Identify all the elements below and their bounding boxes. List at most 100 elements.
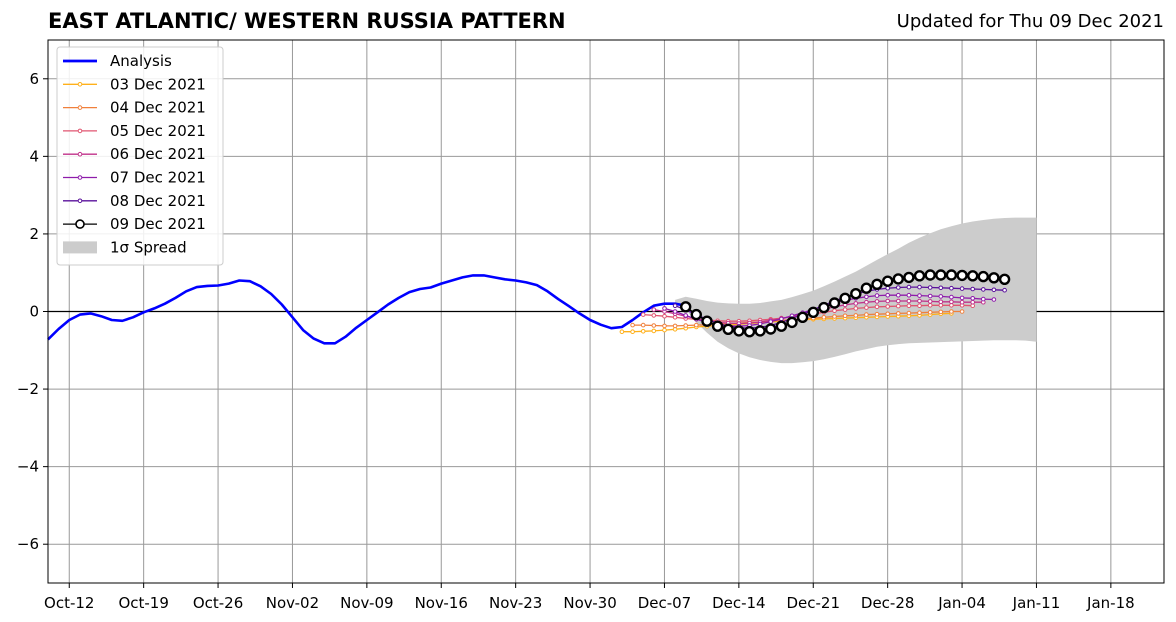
y-tick-label: 4	[29, 147, 39, 165]
forecast-point	[924, 269, 936, 281]
plot-frame	[47, 39, 1165, 584]
x-tick-label: Dec-28	[861, 594, 915, 612]
y-tick-label: −2	[17, 380, 39, 398]
forecast-point	[938, 309, 944, 315]
forecast-point	[768, 319, 774, 324]
forecast-point	[906, 310, 912, 316]
forecast-point	[871, 278, 883, 290]
forecast-point	[927, 285, 933, 290]
forecast-point	[981, 287, 986, 292]
forecast-point	[970, 296, 976, 301]
forecast-point	[885, 292, 891, 298]
x-tick-label: Jan-04	[937, 594, 986, 612]
forecast-point	[885, 285, 891, 291]
forecast-point	[672, 323, 678, 329]
forecast-point	[807, 306, 819, 318]
forecast-point	[906, 284, 912, 290]
forecast-point	[672, 309, 678, 314]
forecast-point	[967, 270, 979, 282]
forecast-point	[619, 329, 625, 335]
forecast-point	[970, 286, 976, 292]
x-tick-label: Oct-19	[118, 594, 168, 612]
x-tick-label: Oct-12	[44, 594, 94, 612]
forecast-point	[970, 299, 976, 305]
legend-label: 03 Dec 2021	[110, 75, 206, 93]
x-tick-label: Nov-30	[563, 594, 616, 612]
x-tick-label: Nov-02	[266, 594, 319, 612]
forecast-point	[938, 285, 944, 291]
forecast-point	[896, 298, 901, 304]
forecast-point	[775, 320, 788, 332]
forecast-point	[842, 307, 848, 312]
y-tick-label: −6	[17, 535, 39, 553]
legend-box	[56, 46, 224, 266]
forecast-point	[640, 312, 646, 317]
forecast-point	[860, 282, 873, 294]
forecast-point	[853, 301, 859, 306]
forecast-point	[662, 323, 667, 329]
forecast-point	[917, 303, 922, 309]
forecast-point	[935, 269, 947, 281]
y-tick-label: 0	[29, 303, 39, 321]
forecast-point	[896, 285, 901, 290]
forecast-point	[711, 320, 724, 332]
forecast-point	[906, 292, 912, 298]
forecast-point	[896, 292, 901, 298]
forecast-point	[630, 322, 635, 328]
forecast-point	[722, 323, 734, 335]
legend-swatch-marker	[75, 219, 85, 229]
forecast-point	[927, 293, 933, 299]
forecast-point	[959, 309, 965, 314]
y-tick-label: 2	[29, 225, 39, 243]
forecast-point	[754, 325, 766, 337]
legend-swatch-marker	[77, 175, 83, 180]
forecast-point	[832, 314, 837, 319]
forecast-point	[882, 275, 894, 287]
forecast-series	[680, 269, 1011, 338]
forecast-point	[864, 299, 869, 305]
forecast-point	[885, 298, 891, 304]
forecast-point	[828, 297, 841, 309]
forecast-point	[991, 297, 997, 302]
forecast-point	[903, 271, 915, 284]
forecast-point	[874, 311, 880, 317]
forecast-point	[917, 293, 922, 298]
forecast-point	[949, 299, 954, 305]
forecast-point	[683, 313, 689, 318]
forecast-point	[853, 313, 859, 318]
forecast-point	[988, 272, 1000, 284]
x-tick-label: Nov-09	[340, 594, 393, 612]
forecast-point	[896, 303, 901, 309]
axes: Oct-12 Oct-19 Oct-26 Nov-02 Nov-09 Nov-16 Nov-…	[17, 39, 1165, 612]
forecast-point	[913, 270, 926, 282]
x-tick-label: Oct-26	[193, 594, 243, 612]
forecast-point	[874, 299, 880, 304]
forecast-point	[672, 303, 678, 309]
forecast-point	[821, 315, 827, 320]
forecast-point	[927, 303, 933, 308]
forecast-point	[864, 312, 869, 317]
legend-label: 04 Dec 2021	[110, 99, 206, 117]
forecast-point	[850, 288, 862, 300]
forecast-point	[885, 311, 891, 317]
legend-label: 05 Dec 2021	[110, 122, 206, 140]
analysis-line	[47, 274, 686, 345]
x-tick-label: Nov-23	[489, 594, 542, 612]
forecast-point	[917, 298, 922, 304]
forecast-point	[818, 301, 830, 314]
legend-swatch-marker	[77, 151, 83, 157]
forecast-point	[864, 305, 869, 310]
legend-label: 07 Dec 2021	[110, 169, 206, 187]
forecast-point	[842, 313, 848, 319]
forecast-point	[959, 286, 965, 291]
forecast-point	[1002, 287, 1007, 293]
x-tick-label: Dec-07	[638, 594, 692, 612]
forecast-point	[906, 298, 912, 304]
x-tick-label: Nov-16	[415, 594, 468, 612]
forecast-point	[864, 294, 869, 300]
forecast-point	[796, 311, 809, 323]
forecast-point	[690, 308, 702, 321]
forecast-point	[733, 325, 745, 337]
forecast-point	[680, 301, 692, 313]
